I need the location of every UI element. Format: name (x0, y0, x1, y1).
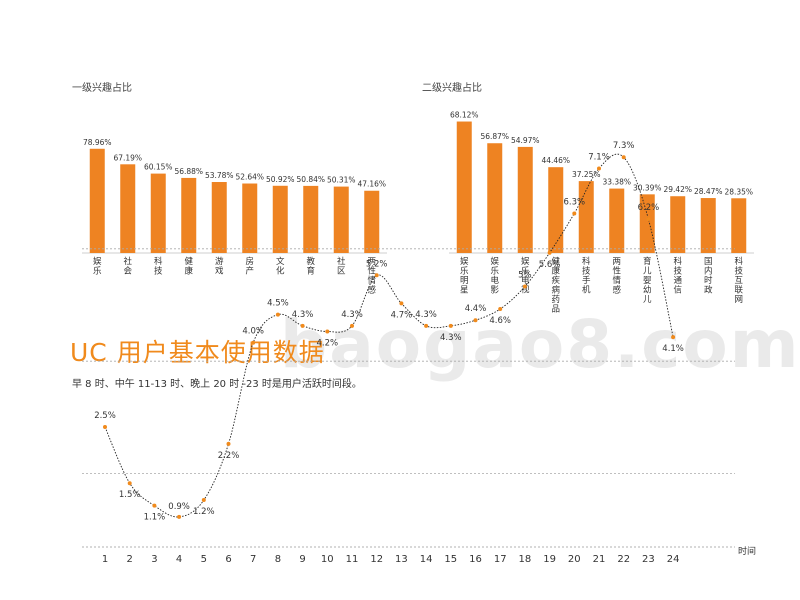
bar (181, 177, 197, 253)
bar-category-label: 娱乐 (93, 257, 102, 277)
bar-value-label: 47.16% (357, 180, 386, 189)
bar-value-label: 50.92% (266, 175, 295, 184)
bar (211, 182, 227, 253)
bar-value-label: 50.84% (296, 175, 325, 184)
section-title: UC 用户基本使用数据 (70, 338, 325, 367)
bar (303, 185, 319, 253)
bar-value-label: 53.78% (205, 171, 234, 180)
bar (333, 186, 349, 253)
bar-value-label: 56.88% (174, 167, 203, 176)
active-hours-note: 早 8 时、中午 11-13 时、晚上 20 时 -23 时是用户活跃时间段。 (72, 379, 362, 390)
bar-chart-1-title: 一级兴趣占比 (72, 83, 132, 94)
bar-category-label: 社会 (123, 256, 132, 277)
bar (364, 190, 380, 253)
bar-chart-2-title: 二级兴趣占比 (422, 83, 482, 94)
bar-category-label: 健康 (184, 256, 193, 277)
bar (242, 183, 258, 253)
bar-value-label: 50.31% (327, 176, 356, 185)
bar-value-label: 60.15% (144, 163, 173, 172)
bar-category-label: 房产 (245, 256, 254, 277)
bar-category-label: 教育 (306, 256, 315, 277)
bar (150, 173, 166, 253)
x-axis-label: 时间 (738, 547, 757, 557)
bar-category-label: 科技 (154, 256, 163, 277)
bar (120, 164, 136, 253)
bar-value-label: 52.64% (235, 173, 264, 182)
bar (272, 185, 288, 253)
bar-value-label: 67.19% (113, 153, 142, 162)
bar-category-label: 两性情感 (367, 257, 376, 296)
bar (89, 148, 105, 253)
bar-value-label: 78.96% (83, 138, 112, 147)
bar-category-label: 文化 (276, 256, 285, 277)
bar-category-label: 社区 (337, 256, 346, 277)
bar-category-label: 游戏 (215, 256, 224, 277)
